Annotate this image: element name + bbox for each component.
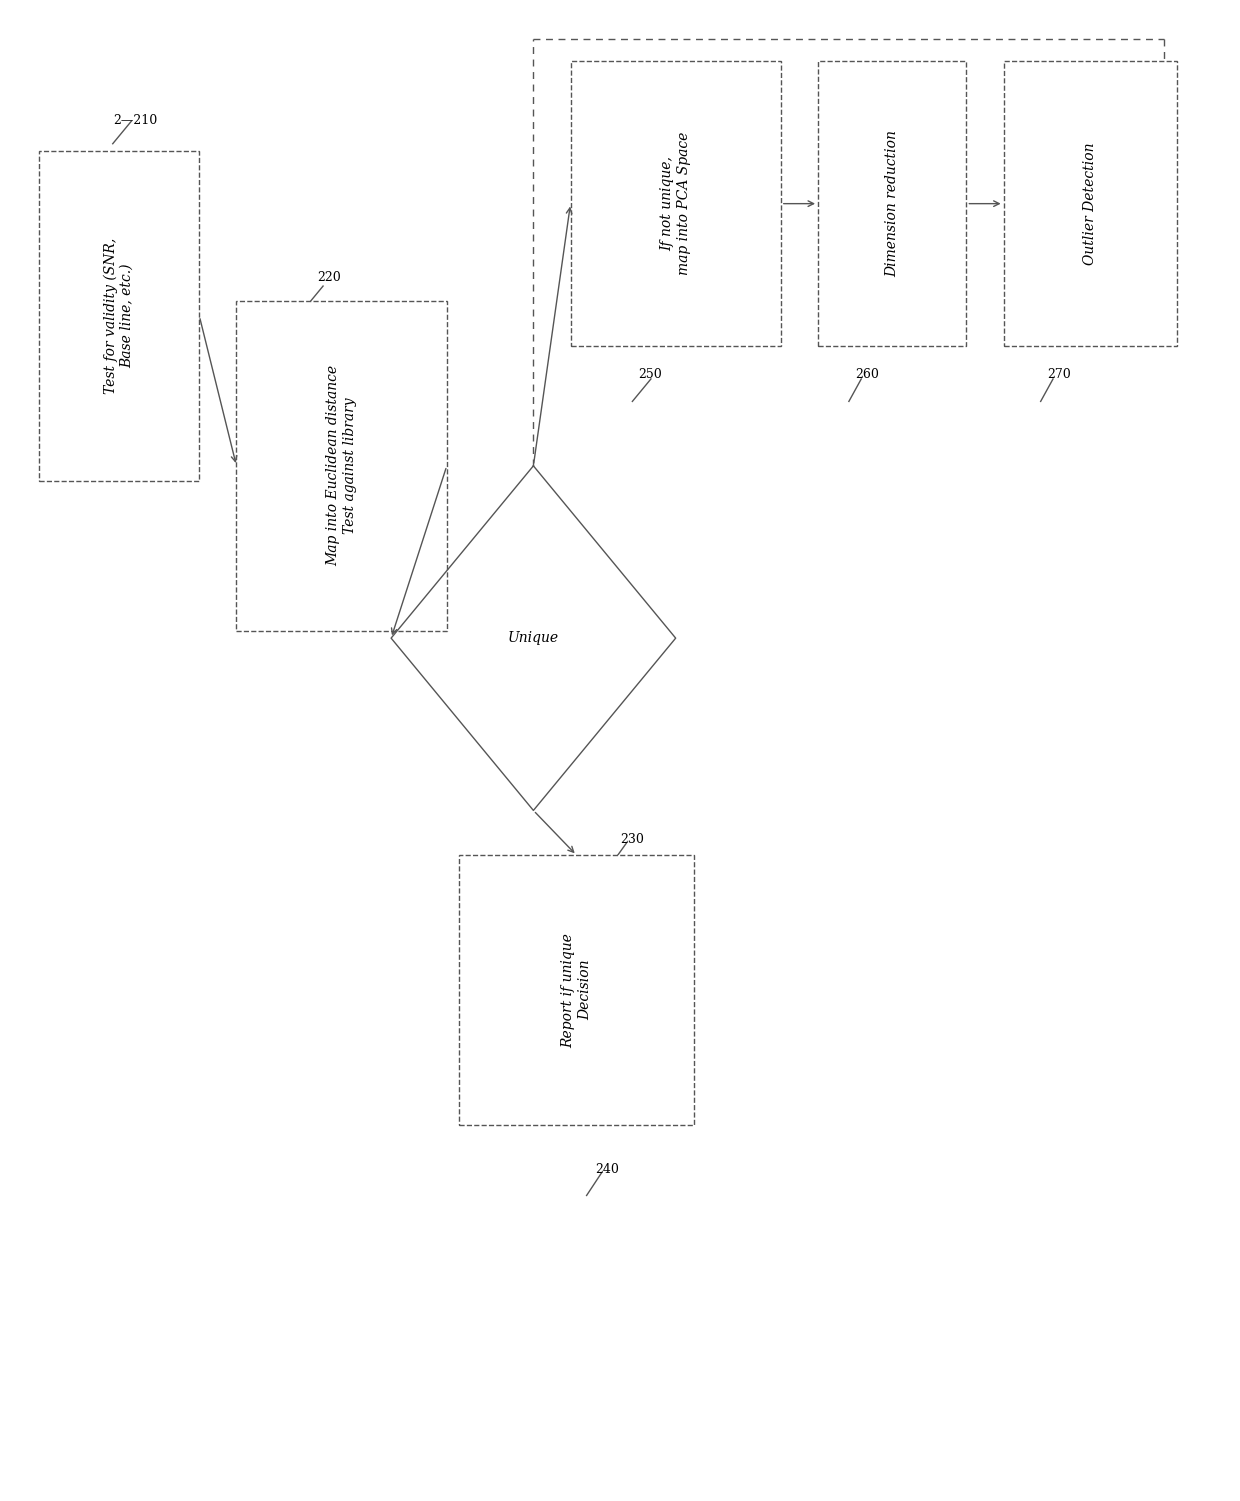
FancyBboxPatch shape	[459, 856, 694, 1126]
Text: 2—210: 2—210	[113, 114, 157, 126]
Text: 220: 220	[317, 272, 341, 284]
Text: Outlier Detection: Outlier Detection	[1084, 143, 1097, 264]
FancyBboxPatch shape	[818, 62, 966, 345]
Text: 230: 230	[620, 833, 644, 847]
Text: 250: 250	[639, 368, 662, 381]
FancyBboxPatch shape	[570, 62, 781, 345]
Text: Test for validity (SNR,
Base line, etc.): Test for validity (SNR, Base line, etc.)	[104, 237, 134, 395]
FancyBboxPatch shape	[1003, 62, 1177, 345]
Text: Map into Euclidean distance
Test against library: Map into Euclidean distance Test against…	[326, 365, 357, 566]
Text: If not unique,
map into PCA Space: If not unique, map into PCA Space	[661, 132, 691, 275]
FancyBboxPatch shape	[237, 302, 446, 630]
Text: Unique: Unique	[508, 630, 559, 645]
Text: Report if unique
Decision: Report if unique Decision	[562, 932, 591, 1048]
Text: 270: 270	[1047, 368, 1070, 381]
Text: Dimension reduction: Dimension reduction	[885, 131, 899, 278]
FancyBboxPatch shape	[38, 152, 200, 480]
Text: 240: 240	[595, 1162, 619, 1175]
Text: 260: 260	[856, 368, 879, 381]
